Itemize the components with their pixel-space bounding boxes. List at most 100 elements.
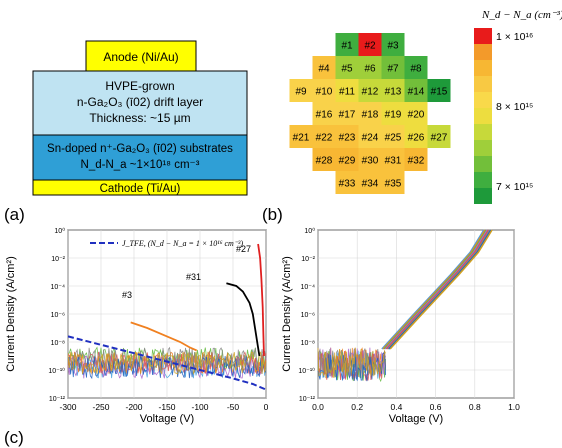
colorbar-segment [474,172,492,188]
wafer-cell-label: #10 [316,87,333,98]
wafer-cell [358,33,382,56]
y-tick-label: 10⁻⁸ [51,340,65,347]
colorbar-segment [474,76,492,92]
colorbar-title: N_d − N_a (cm⁻³) [481,9,562,21]
wafer-cell [381,33,405,56]
colorbar-segment [474,28,492,44]
wafer-cell [335,148,359,171]
wafer-cell [289,125,313,148]
wafer-cell-label: #29 [339,156,356,167]
wafer-cell-label: #3 [387,41,399,52]
wafer-cell-label: #7 [387,64,399,75]
colorbar-segment [474,156,492,172]
wafer-cell [381,171,405,194]
wafer-cell-label: #22 [316,133,333,144]
noise-trace [67,351,267,375]
wafer-cell [381,79,405,102]
colorbar-tick-top: 1 × 10¹⁶ [496,31,533,43]
wafer-cell-label: #28 [316,156,333,167]
wafer-cell [312,102,336,125]
reverse-iv-chart: -300 -250 -200 -150 -100 -50 0 10⁰ 10⁻² 10⁻⁴ 10⁻⁶ 1… [4,227,269,447]
drift-label-3: Thickness: ~15 µm [89,111,190,125]
wafer-cell [404,56,428,79]
drift-label-1: HVPE-grown [105,79,174,93]
wafer-cell [404,148,428,171]
wafer-cell-label: #33 [339,179,356,190]
forward-trace [383,229,487,350]
wafer-cell-label: #8 [410,64,422,75]
wafer-cell [404,79,428,102]
wafer-cell [358,125,382,148]
forward-trace [381,229,485,350]
wafer-cell-label: #25 [385,133,402,144]
cathode-layer [32,179,248,196]
wafer-cell-label: #24 [362,133,379,144]
noise-trace [317,347,386,379]
colorbar-segment [474,188,492,204]
x-axis-label: Voltage (V) [389,413,443,425]
x-tick-label: 0.0 [312,402,324,412]
wafer-cell [381,125,405,148]
wafer-cell-label: #14 [408,87,425,98]
wafer-cell-label: #18 [362,110,379,121]
wafer-cell-label: #23 [339,133,356,144]
wafer-cell [335,171,359,194]
wafer-cell-label: #9 [295,87,307,98]
anode-layer [85,40,197,72]
series-lines [67,243,267,391]
wafer-cell [312,148,336,171]
forward-trace [387,229,491,350]
y-tick-label: 10⁻⁴ [301,284,316,291]
forward-trace [388,229,492,350]
forward-iv-chart: 0.0 0.2 0.4 0.6 0.8 1.0 10⁰ 10⁻² 10⁻⁴ 10⁻⁶ 10⁻⁸ 10⁻… [282,227,520,425]
x-tick-label: -150 [158,402,175,412]
x-axis-label: Voltage (V) [140,413,194,425]
y-axis-label: Current Density (A/cm²) [282,256,293,372]
wafer-cell [358,171,382,194]
axis-ticks: 0.0 0.2 0.4 0.6 0.8 1.0 10⁰ 10⁻² 10⁻⁴ 10⁻⁶ 10⁻⁸ 10⁻… [298,227,520,412]
colorbar-segment [474,60,492,76]
wafer-cell-label: #19 [385,110,402,121]
wafer-cell [381,56,405,79]
panel-c-label: (c) [4,428,24,447]
wafer-cell-label: #34 [362,179,379,190]
wafer-cell [312,125,336,148]
wafer-cell [427,79,451,102]
substrate-label-2: N_d-N_a ~1×10¹⁸ cm⁻³ [81,159,200,171]
wafer-cell [289,79,313,102]
wafer-cell [358,56,382,79]
wafer-cell-label: #4 [318,64,330,75]
wafer-grid: #1 #2 #3 #4 #5 #6 #7 #8 #9 #10 #11 #12 #13 #14 #15 #16 #… [289,33,451,194]
y-tick-label: 10⁻² [51,256,65,263]
forward-trace [384,229,488,350]
x-tick-label: 0.6 [430,402,442,412]
y-tick-label: 10⁻⁸ [301,340,315,347]
y-tick-label: 10⁻¹² [49,396,66,403]
wafer-cell [427,125,451,148]
wafer-cell-label: #30 [362,156,379,167]
annot-3: #3 [122,290,132,300]
annot-27: #27 [236,244,251,254]
wafer-cell [358,148,382,171]
wafer-cell-label: #1 [341,41,353,52]
x-tick-label: -300 [59,402,76,412]
y-tick-label: 10⁻⁴ [51,284,66,291]
wafer-cell [312,56,336,79]
colorbar-segment [474,44,492,60]
y-tick-label: 10⁻⁶ [301,312,315,319]
y-tick-label: 10⁻⁶ [51,312,65,319]
wafer-cell [358,102,382,125]
wafer-cell-label: #17 [339,110,356,121]
forward-trace [389,229,493,350]
x-tick-label: 0.4 [390,402,402,412]
legend-text: J_TFE, (N_d − N_a = 1 × 10¹⁶ cm⁻³) [122,239,243,248]
wafer-cell [335,102,359,125]
noise-trace [67,356,267,380]
wafer-cell-label: #27 [431,133,448,144]
substrate-layer [32,134,248,181]
wafer-cell-label: #16 [316,110,333,121]
forward-trace [386,229,490,350]
wafer-cell-label: #35 [385,179,402,190]
colorbar-segment [474,108,492,124]
y-tick-label: 10⁻¹² [299,396,316,403]
